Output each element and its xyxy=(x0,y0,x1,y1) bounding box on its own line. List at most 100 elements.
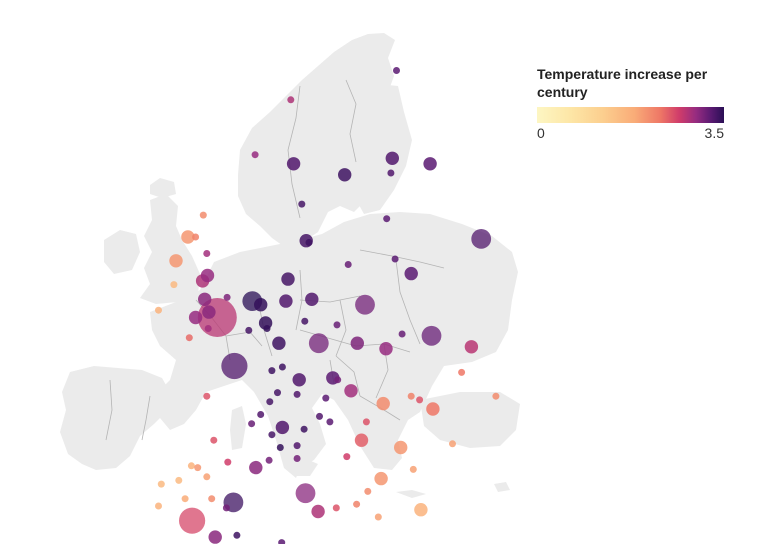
station-point[interactable] xyxy=(200,268,215,283)
station-point[interactable] xyxy=(308,333,329,354)
station-point[interactable] xyxy=(394,440,408,455)
station-point[interactable] xyxy=(198,292,212,306)
station-point[interactable] xyxy=(350,336,364,350)
station-point[interactable] xyxy=(179,507,206,534)
station-point[interactable] xyxy=(379,342,393,356)
station-point[interactable] xyxy=(385,151,399,165)
station-point[interactable] xyxy=(157,480,165,488)
station-point[interactable] xyxy=(301,317,309,325)
station-point[interactable] xyxy=(292,373,306,387)
station-point[interactable] xyxy=(326,418,334,426)
station-point[interactable] xyxy=(248,420,256,428)
station-point[interactable] xyxy=(199,211,207,219)
station-point[interactable] xyxy=(223,293,231,301)
station-point[interactable] xyxy=(354,433,369,447)
station-point[interactable] xyxy=(279,294,293,308)
station-point[interactable] xyxy=(155,306,162,314)
station-point[interactable] xyxy=(344,384,358,398)
station-point[interactable] xyxy=(295,483,316,504)
station-point[interactable] xyxy=(203,250,211,257)
station-point[interactable] xyxy=(305,239,313,246)
station-point[interactable] xyxy=(263,325,271,332)
station-point[interactable] xyxy=(202,305,216,319)
station-point[interactable] xyxy=(268,431,276,439)
station-point[interactable] xyxy=(355,294,375,315)
station-point[interactable] xyxy=(208,530,222,544)
station-point[interactable] xyxy=(293,442,301,450)
station-point[interactable] xyxy=(414,503,428,517)
station-point[interactable] xyxy=(257,411,265,418)
station-point[interactable] xyxy=(254,298,268,312)
station-point[interactable] xyxy=(181,495,189,503)
station-point[interactable] xyxy=(391,255,399,263)
station-point[interactable] xyxy=(407,392,415,400)
station-point[interactable] xyxy=(409,465,417,473)
station-point[interactable] xyxy=(421,325,442,346)
station-point[interactable] xyxy=(449,440,456,448)
station-point[interactable] xyxy=(187,462,195,470)
station-point[interactable] xyxy=(293,455,301,462)
station-point[interactable] xyxy=(293,390,301,398)
station-point[interactable] xyxy=(298,200,306,208)
station-point[interactable] xyxy=(423,157,437,171)
station-point[interactable] xyxy=(276,444,284,451)
station-point[interactable] xyxy=(265,456,273,464)
station-point[interactable] xyxy=(204,325,212,332)
station-point[interactable] xyxy=(305,292,319,306)
station-point[interactable] xyxy=(155,502,162,510)
station-point[interactable] xyxy=(332,504,340,512)
station-point[interactable] xyxy=(192,233,200,241)
station-point[interactable] xyxy=(387,169,395,177)
station-point[interactable] xyxy=(287,96,295,104)
station-point[interactable] xyxy=(364,487,372,495)
station-point[interactable] xyxy=(249,460,263,475)
station-point[interactable] xyxy=(224,458,232,466)
station-point[interactable] xyxy=(222,504,230,512)
station-point[interactable] xyxy=(221,352,248,380)
station-point[interactable] xyxy=(376,396,390,411)
station-point[interactable] xyxy=(398,330,406,338)
station-point[interactable] xyxy=(208,495,216,503)
station-point[interactable] xyxy=(194,464,202,472)
station-point[interactable] xyxy=(393,67,400,74)
station-point[interactable] xyxy=(210,436,218,444)
station-point[interactable] xyxy=(426,402,440,416)
station-point[interactable] xyxy=(181,230,195,244)
station-point[interactable] xyxy=(316,412,323,420)
station-point[interactable] xyxy=(278,539,286,544)
station-point[interactable] xyxy=(188,310,203,325)
station-point[interactable] xyxy=(333,321,341,329)
station-point[interactable] xyxy=(175,476,183,484)
station-point[interactable] xyxy=(203,392,211,400)
station-point[interactable] xyxy=(278,363,286,371)
station-point[interactable] xyxy=(275,420,290,435)
station-point[interactable] xyxy=(374,471,388,486)
station-point[interactable] xyxy=(344,261,352,268)
station-point[interactable] xyxy=(268,367,276,375)
station-point[interactable] xyxy=(233,531,241,539)
station-point[interactable] xyxy=(311,504,325,519)
station-point[interactable] xyxy=(404,266,418,281)
station-point[interactable] xyxy=(383,215,391,223)
station-point[interactable] xyxy=(338,168,352,182)
station-point[interactable] xyxy=(251,151,259,159)
station-point[interactable] xyxy=(343,453,351,461)
station-point[interactable] xyxy=(458,368,466,376)
station-point[interactable] xyxy=(334,376,342,384)
station-point[interactable] xyxy=(170,281,178,289)
station-point[interactable] xyxy=(286,157,301,171)
station-point[interactable] xyxy=(203,473,211,481)
station-point[interactable] xyxy=(300,425,308,433)
station-point[interactable] xyxy=(185,334,193,342)
station-point[interactable] xyxy=(471,229,492,249)
station-point[interactable] xyxy=(374,513,382,521)
station-point[interactable] xyxy=(245,326,253,334)
station-point[interactable] xyxy=(492,392,500,400)
station-point[interactable] xyxy=(353,500,361,508)
station-point[interactable] xyxy=(322,394,330,402)
station-point[interactable] xyxy=(169,254,183,268)
station-point[interactable] xyxy=(266,398,274,406)
station-point[interactable] xyxy=(416,396,424,404)
station-point[interactable] xyxy=(274,389,281,397)
station-point[interactable] xyxy=(464,340,479,354)
